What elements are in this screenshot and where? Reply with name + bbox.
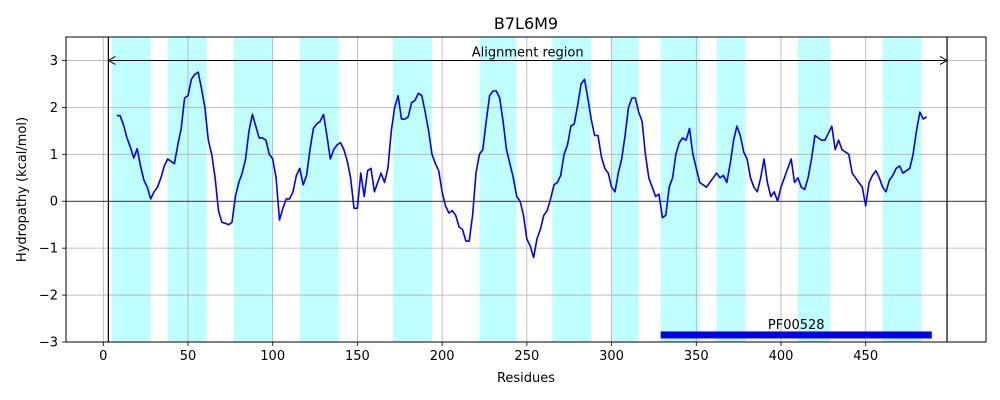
alignment-region-label: Alignment region xyxy=(472,45,584,60)
alignment-arrowhead-right xyxy=(939,56,949,65)
x-tick-label: 100 xyxy=(260,349,285,364)
shaded-region-6 xyxy=(479,37,517,342)
x-tick-label: 400 xyxy=(769,349,794,364)
y-tick-label: 2 xyxy=(50,101,58,116)
pfam-domain-bar xyxy=(660,331,932,339)
shaded-region-5 xyxy=(392,37,432,342)
reference-lines xyxy=(66,37,986,342)
x-tick-label: 200 xyxy=(430,349,455,364)
annotations: Alignment region PF00528 xyxy=(107,45,949,339)
chart-title: B7L6M9 xyxy=(494,14,558,33)
shaded-region-11 xyxy=(797,37,831,342)
x-tick-label: 50 xyxy=(180,349,197,364)
y-axis-label: Hydropathy (kcal/mol) xyxy=(15,117,30,262)
shaded-region-12 xyxy=(882,37,922,342)
y-tick-label: −3 xyxy=(39,336,58,351)
shaded-region-1 xyxy=(111,37,151,342)
series-layer xyxy=(116,71,928,259)
shaded-region-4 xyxy=(299,37,339,342)
y-tick-label: 3 xyxy=(50,54,58,69)
y-tick-label: 1 xyxy=(50,148,58,163)
shaded-region-7 xyxy=(552,37,592,342)
alignment-arrowhead-left xyxy=(107,56,116,65)
x-tick-label: 450 xyxy=(853,349,878,364)
hydropathy-line xyxy=(116,71,928,259)
pfam-domain-label: PF00528 xyxy=(768,318,825,333)
axis-ticks: 0 50 100 150 200 250 300 350 400 450 −3 −2 −1 0 1 2 3 xyxy=(39,54,878,364)
shaded-region-2 xyxy=(167,37,207,342)
y-tick-label: −1 xyxy=(39,242,58,257)
x-axis-label: Residues xyxy=(497,371,555,386)
x-tick-label: 0 xyxy=(99,349,107,364)
shaded-region-10 xyxy=(716,37,746,342)
x-tick-label: 250 xyxy=(514,349,539,364)
shaded-region-9 xyxy=(660,37,700,342)
shaded-region-3 xyxy=(233,37,273,342)
x-tick-label: 300 xyxy=(599,349,624,364)
y-tick-label: −2 xyxy=(39,289,58,304)
x-tick-label: 350 xyxy=(684,349,709,364)
x-tick-label: 150 xyxy=(345,349,370,364)
y-tick-label: 0 xyxy=(50,195,58,210)
plot-frame xyxy=(65,36,987,343)
shaded-regions xyxy=(111,37,922,342)
